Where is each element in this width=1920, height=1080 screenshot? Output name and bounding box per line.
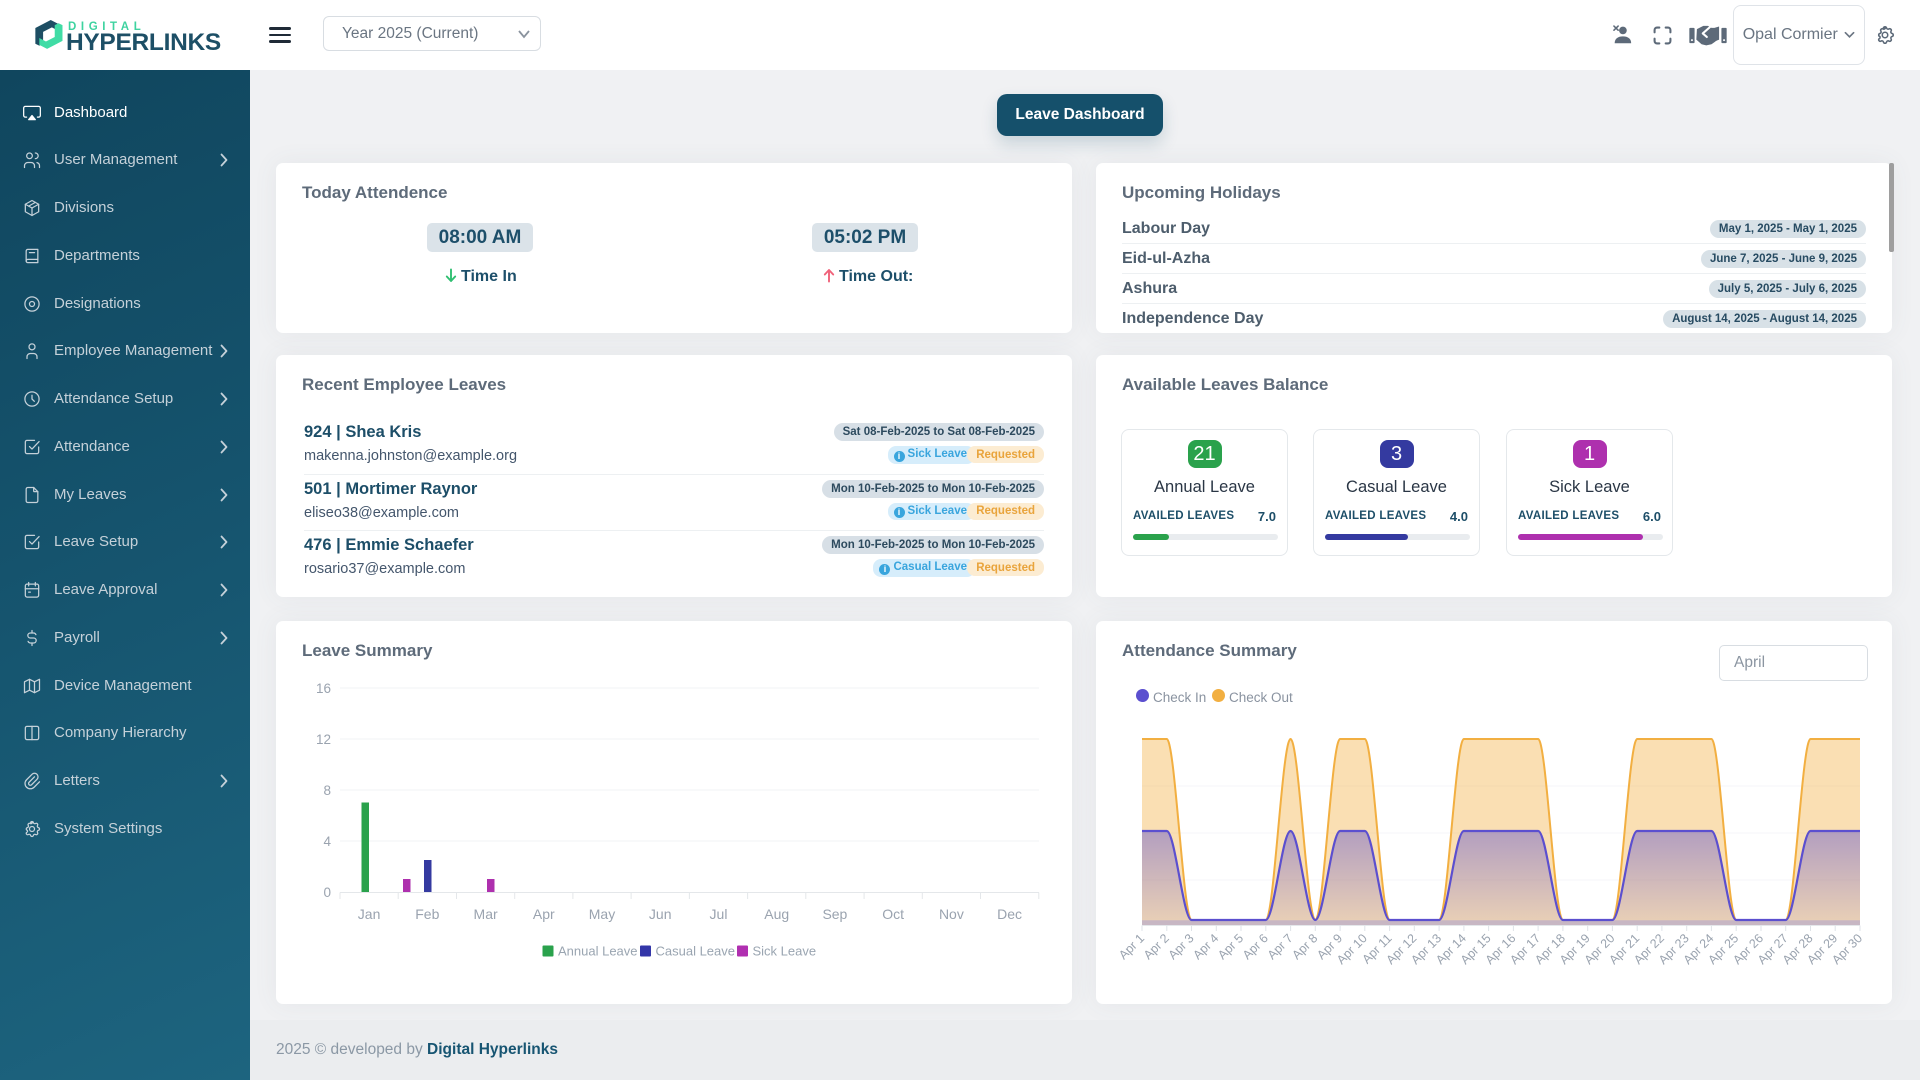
svg-text:16: 16 — [316, 681, 331, 696]
svg-text:Apr 4: Apr 4 — [1190, 931, 1221, 962]
svg-text:Oct: Oct — [882, 906, 904, 922]
svg-text:8: 8 — [323, 783, 331, 798]
svg-text:May: May — [589, 906, 615, 922]
svg-text:Jun: Jun — [649, 906, 672, 922]
svg-text:Sick Leave: Sick Leave — [753, 944, 817, 959]
svg-text:Feb: Feb — [415, 906, 439, 922]
svg-text:Jul: Jul — [710, 906, 728, 922]
svg-text:12: 12 — [316, 732, 331, 747]
svg-text:Casual Leave: Casual Leave — [656, 944, 736, 959]
svg-text:Apr 2: Apr 2 — [1141, 931, 1172, 962]
svg-text:Apr 5: Apr 5 — [1215, 931, 1246, 962]
svg-text:Apr 3: Apr 3 — [1166, 931, 1197, 962]
svg-text:Nov: Nov — [939, 906, 964, 922]
svg-text:Apr 1: Apr 1 — [1116, 931, 1147, 962]
svg-text:HYPERLINKS: HYPERLINKS — [66, 29, 221, 56]
svg-text:4: 4 — [323, 834, 331, 849]
svg-text:Sep: Sep — [822, 906, 847, 922]
svg-text:DIGITAL: DIGITAL — [68, 21, 145, 33]
svg-text:0: 0 — [323, 885, 331, 900]
svg-text:Apr: Apr — [533, 906, 555, 922]
svg-text:Mar: Mar — [474, 906, 498, 922]
svg-text:Jan: Jan — [358, 906, 381, 922]
svg-text:Apr 7: Apr 7 — [1265, 931, 1296, 962]
svg-text:Annual Leave: Annual Leave — [558, 944, 638, 959]
svg-text:Aug: Aug — [764, 906, 789, 922]
svg-text:Dec: Dec — [997, 906, 1022, 922]
svg-text:Apr 6: Apr 6 — [1240, 931, 1271, 962]
svg-text:Apr 8: Apr 8 — [1289, 931, 1320, 962]
